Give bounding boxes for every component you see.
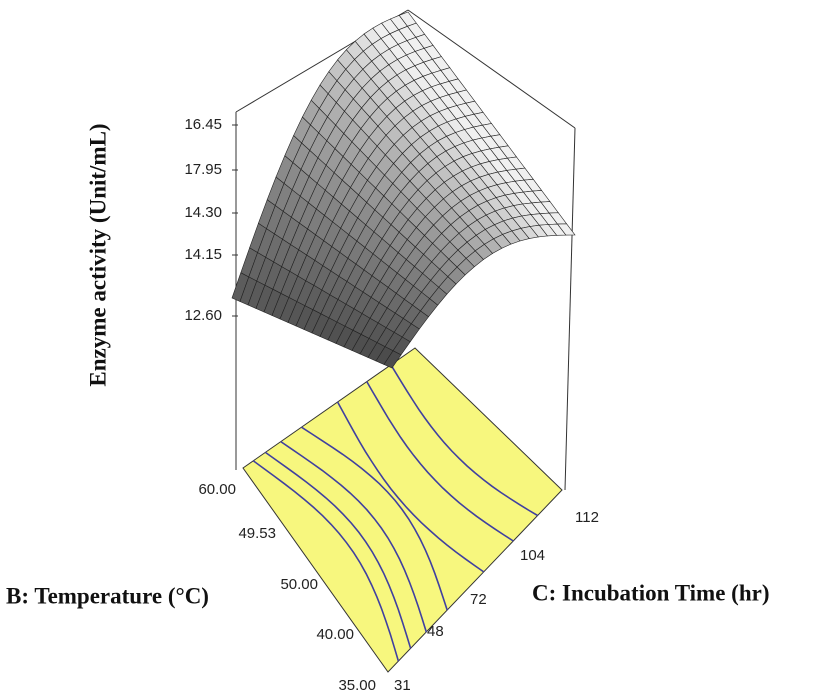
box-edge [407,9,576,129]
contour-line [264,451,412,649]
y-tick-label: 104 [520,547,545,564]
z-tick-label: 14.15 [184,246,222,263]
y-tick-label: 31 [394,677,411,694]
x-tick-label: 49.53 [238,525,276,542]
z-tick-label: 14.30 [184,204,222,221]
z-axis-title: Enzyme activity (Unit/mL) [85,123,110,386]
surface [231,11,576,369]
y-tick-label: 112 [575,509,599,526]
y-tick-label: 72 [470,591,487,608]
x-tick-label: 40.00 [316,626,354,643]
x-axis-title: B: Temperature (°C) [6,583,209,608]
contour-line [280,440,428,633]
z-tick-label: 17.95 [184,161,222,178]
surface-cell [556,223,576,236]
z-tick-label: 12.60 [184,307,222,324]
x-tick-label: 35.00 [338,677,376,694]
x-tick-label: 60.00 [198,481,236,498]
y-tick-label: 48 [427,623,444,640]
contour-line [301,426,448,611]
z-tick-label: 16.45 [184,116,222,133]
contour-line [336,401,485,573]
x-tick-label: 50.00 [280,576,318,593]
ticks: 16.45 17.95 14.30 14.15 12.60 60.00 49.53 50.00… [184,116,598,694]
contour-line [390,364,539,517]
box-edge [564,127,576,491]
contour-line [252,460,400,662]
contours [252,364,539,662]
contour-line [366,381,514,542]
y-axis-title: C: Incubation Time (hr) [532,580,769,605]
